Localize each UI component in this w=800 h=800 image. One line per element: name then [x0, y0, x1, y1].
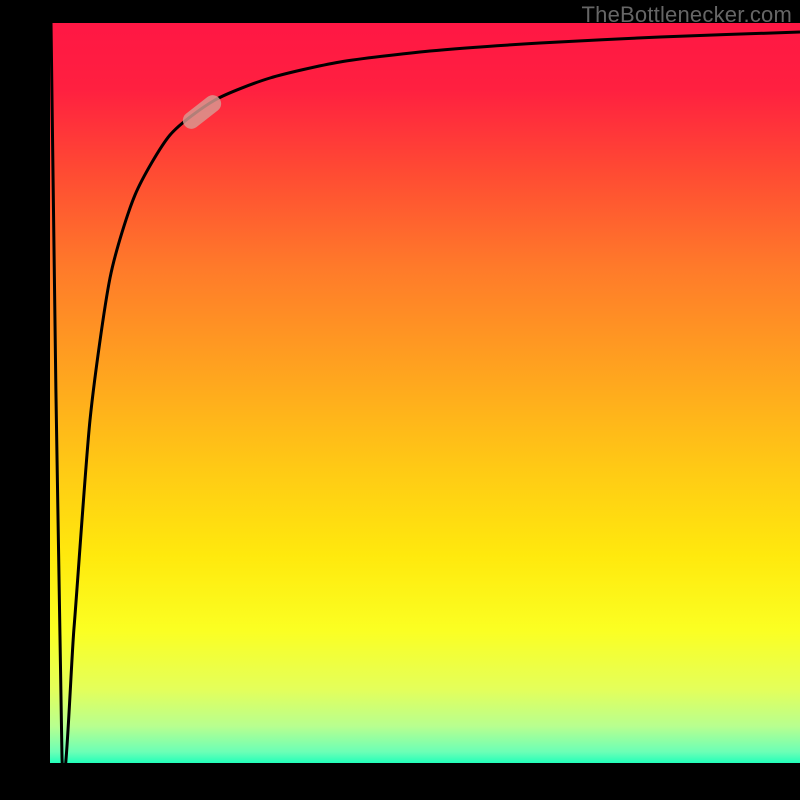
watermark-text: TheBottlenecker.com [582, 2, 792, 28]
chart-container: TheBottlenecker.com [0, 0, 800, 800]
plot-gradient-background [50, 23, 800, 763]
bottleneck-chart [0, 0, 800, 800]
